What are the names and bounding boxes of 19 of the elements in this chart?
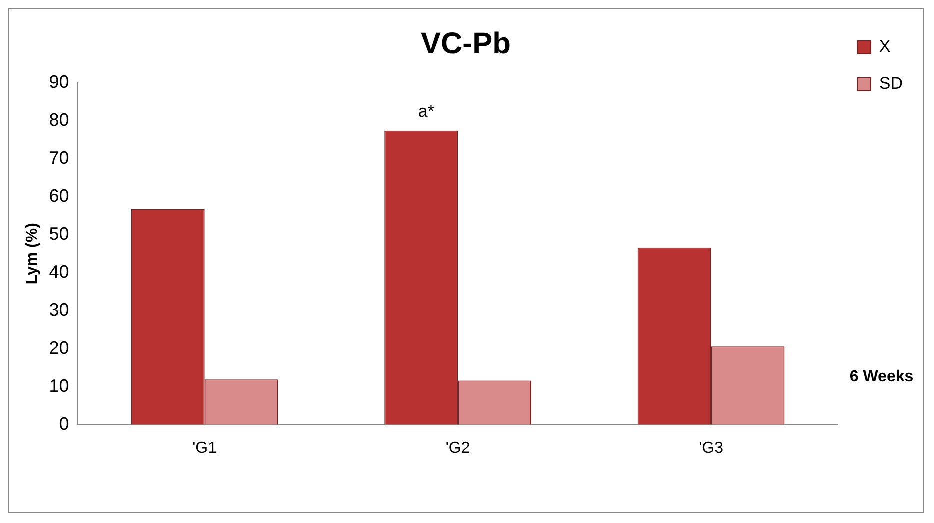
y-tick-label: 40	[49, 262, 70, 282]
y-tick-label: 20	[49, 338, 70, 358]
legend-label: X	[879, 37, 891, 56]
y-axis-title: Lym (%)	[24, 223, 42, 285]
y-tick-label: 80	[49, 110, 70, 130]
x-tick-label: 'G1	[192, 440, 218, 457]
y-tick-label: 60	[49, 186, 70, 206]
text: 6 Weeks	[850, 368, 914, 386]
y-tick-label: 30	[49, 300, 70, 320]
x-tick-label: 'G2	[446, 440, 470, 457]
y-tick-label: 90	[49, 72, 70, 92]
x-tick-label: 'G3	[699, 440, 724, 457]
legend-label: SD	[879, 74, 904, 94]
y-tick-label: 50	[49, 224, 70, 244]
y-tick-label: 70	[49, 148, 70, 168]
annotation: a*	[418, 102, 435, 122]
chart-title: VC-Pb	[421, 27, 511, 60]
y-tick-label: 0	[59, 414, 70, 434]
y-tick-label: 10	[49, 376, 70, 396]
